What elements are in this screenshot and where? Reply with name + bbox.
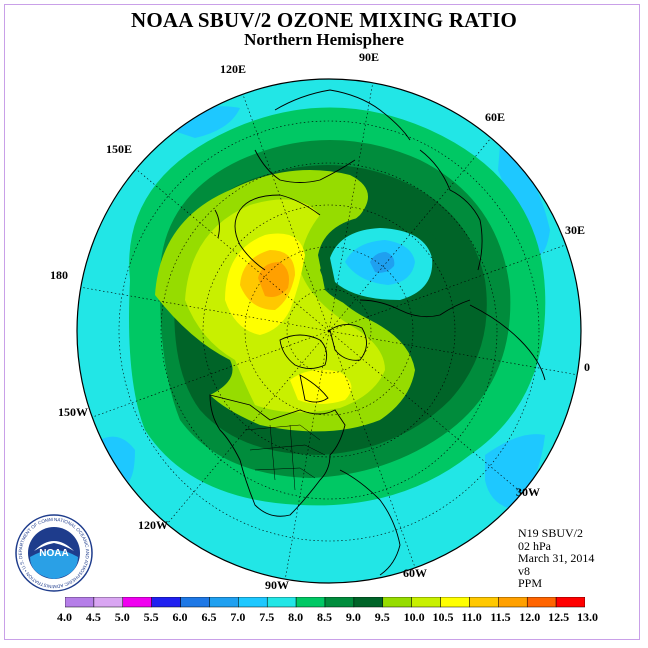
map-title: NOAA SBUV/2 OZONE MIXING RATIO: [131, 8, 517, 32]
noaa-logo-wave: [30, 550, 78, 579]
lon-label-150e: 150E: [106, 142, 133, 156]
colorbar-tick-label: 10.0: [403, 610, 425, 624]
lon-label-120e: 120E: [220, 62, 247, 76]
colorbar-tick-label: 7.0: [230, 610, 246, 624]
colorbar-tick-label: 6.5: [201, 610, 217, 624]
colorbar-swatch: [382, 597, 412, 608]
colorbar-tick-label: 7.5: [259, 610, 275, 624]
us-state-lines: [244, 424, 326, 491]
colorbar-tick-label: 4.0: [57, 610, 72, 624]
contour-10-5-south: [290, 369, 352, 404]
latitude-circles: [118, 120, 540, 542]
info-date: March 31, 2014: [518, 551, 595, 565]
info-version: v8: [518, 563, 530, 578]
colorbar-tick-label: 5.5: [143, 610, 159, 624]
colorbar-tick-label: 9.5: [374, 610, 390, 624]
noaa-logo-gull: [34, 541, 74, 551]
lon-label-120w: 120W: [138, 518, 168, 532]
colorbar-swatch: [238, 597, 268, 608]
noaa-logo: NOAA NATIONAL OCEANIC AND ATMOSPHERIC AD…: [14, 513, 93, 592]
low-6-5: [370, 252, 395, 273]
colorbar-tick-label: 8.5: [317, 610, 332, 624]
colorbar-swatch: [180, 597, 210, 608]
colorbar-swatch: [440, 597, 470, 608]
lon-label-180: 180: [50, 268, 68, 282]
colorbar-tick-label: 8.0: [288, 610, 304, 624]
colorbar-tick-label: 11.5: [490, 610, 511, 624]
colorbar-tick-label: 5.0: [114, 610, 130, 624]
colorbar-swatch: [151, 597, 181, 608]
colorbar-tick-label: 11.0: [461, 610, 482, 624]
noaa-logo-text: NOAA: [39, 548, 68, 559]
info-instrument: N19 SBUV/2: [518, 526, 584, 540]
lon-label-30w: 30W: [516, 485, 540, 499]
colorbar-swatch: [266, 597, 297, 608]
info-units: PPM: [518, 576, 543, 590]
lon-label-60w: 60W: [403, 566, 427, 580]
colorbar-tick-label: 12.0: [519, 610, 541, 624]
colorbar-swatch: [295, 597, 326, 608]
contour-7-0-patch: [165, 106, 240, 138]
colorbar: [65, 597, 585, 608]
colorbar-swatch: [353, 597, 384, 608]
contour-7-0-patch: [485, 434, 545, 510]
colorbar-swatch: [411, 597, 441, 608]
colorbar-tick-label: 12.5: [548, 610, 570, 624]
figure-frame: [4, 4, 640, 640]
lon-label-90w: 90W: [265, 578, 289, 592]
colorbar-tick-label: 6.0: [172, 610, 188, 624]
colorbar-swatch: [324, 597, 355, 608]
map-subtitle: Northern Hemisphere: [244, 30, 404, 49]
colorbar-swatch: [122, 597, 152, 608]
contour-11-5: [258, 262, 289, 297]
contour-7-0-patch: [498, 145, 550, 255]
info-level: 02 hPa: [518, 538, 551, 553]
colorbar-swatch: [209, 597, 239, 608]
colorbar-swatch: [65, 597, 95, 608]
colorbar-swatch: [526, 597, 557, 608]
lon-label-90e: 90E: [359, 50, 380, 64]
colorbar-swatch: [469, 597, 499, 608]
coastlines: [209, 89, 546, 576]
info-block: N19 SBUV/2 02 hPa March 31, 2014 v8 PPM: [518, 527, 594, 590]
colorbar-swatch: [555, 597, 585, 608]
lon-label-0: 0: [584, 360, 590, 374]
lon-label-30e: 30E: [565, 223, 586, 237]
colorbar-tick-label: 4.5: [85, 610, 101, 624]
colorbar-tick-label: 10.5: [432, 610, 454, 624]
colorbar-tick-label: 9.0: [345, 610, 361, 624]
colorbar-tick-label: 13.0: [577, 610, 598, 624]
colorbar-swatch: [498, 597, 528, 608]
hemisphere-boundary: [76, 78, 582, 584]
colorbar-swatch: [93, 597, 124, 608]
lon-label-60e: 60E: [485, 110, 506, 124]
contour-7-0-patch: [100, 436, 135, 485]
lon-label-150w: 150W: [58, 405, 88, 419]
